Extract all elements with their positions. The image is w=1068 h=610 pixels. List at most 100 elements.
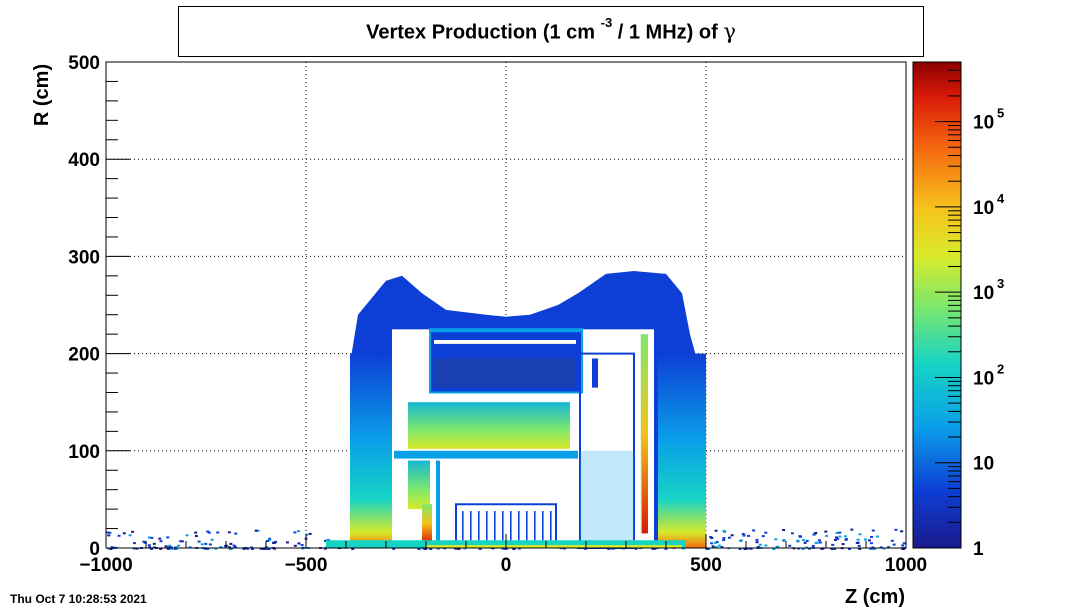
halo-speck <box>764 531 768 534</box>
halo-speck <box>273 547 276 550</box>
halo-speck <box>175 547 179 550</box>
halo-speck <box>214 547 218 550</box>
halo-speck <box>755 541 759 544</box>
halo-speck <box>796 539 800 542</box>
halo-speck <box>868 539 871 542</box>
halo-speck <box>259 547 263 550</box>
halo-speck <box>166 548 170 550</box>
halo-speck <box>234 532 238 535</box>
halo-speck <box>229 542 233 545</box>
halo-speck <box>811 544 815 547</box>
halo-speck <box>512 548 516 550</box>
halo-speck <box>835 536 838 539</box>
halo-speck <box>901 544 905 547</box>
central-inner-rib <box>494 511 496 544</box>
halo-speck <box>174 546 178 549</box>
y-axis: 0 100 200 300 400 500 <box>68 53 130 560</box>
central-inner-rib <box>542 511 544 544</box>
halo-speck <box>873 548 877 550</box>
halo-speck <box>267 548 271 550</box>
halo-speck <box>782 529 786 531</box>
halo-speck <box>720 546 724 548</box>
halo-speck <box>297 530 300 533</box>
x-tick-label: 500 <box>690 555 722 576</box>
chart-title-suffix: / 1 MHz) of <box>617 21 718 44</box>
halo-speck <box>180 540 184 543</box>
halo-speck <box>454 547 458 550</box>
halo-speck <box>210 538 214 541</box>
halo-speck <box>305 533 309 536</box>
halo-speck <box>107 547 111 550</box>
halo-speck <box>219 546 223 548</box>
halo-speck <box>869 547 872 550</box>
halo-speck <box>714 541 717 544</box>
halo-speck <box>857 544 861 547</box>
colorbar-tick-exponent: 4 <box>997 191 1005 206</box>
halo-speck <box>478 548 482 550</box>
halo-speck <box>323 547 327 550</box>
y-tick-label: 200 <box>68 345 100 366</box>
halo-speck <box>774 538 778 541</box>
central-inner-rib <box>478 511 480 544</box>
halo-speck <box>722 530 726 532</box>
central-inner-rib <box>526 511 528 544</box>
halo-speck <box>856 541 860 544</box>
halo-speck <box>834 539 837 541</box>
halo-speck <box>722 539 726 542</box>
halo-speck <box>776 545 780 548</box>
halo-speck <box>722 537 726 540</box>
halo-speck <box>711 545 715 548</box>
halo-speck <box>730 534 734 537</box>
x-axis: −1000 −500 0 500 1000 <box>79 534 927 576</box>
halo-speck <box>429 548 433 550</box>
halo-speck <box>814 541 818 544</box>
halo-speck <box>169 546 173 549</box>
chart-title: Vertex Production (1 cm -3 / 1 MHz) of γ <box>366 15 736 45</box>
halo-speck <box>232 544 236 547</box>
halo-speck <box>194 531 198 534</box>
endcap-left <box>350 353 392 548</box>
chart-title-box: Vertex Production (1 cm -3 / 1 MHz) of γ <box>178 6 924 57</box>
halo-speck <box>262 548 266 550</box>
halo-speck <box>206 530 210 533</box>
halo-speck <box>152 542 156 545</box>
halo-speck <box>741 533 745 535</box>
halo-speck <box>297 542 301 545</box>
halo-speck <box>208 543 212 546</box>
colorbar-tick-label: 1 <box>973 539 984 560</box>
halo-speck <box>229 547 233 550</box>
halo-speck <box>817 539 821 542</box>
halo-speck <box>274 540 278 543</box>
halo-speck <box>818 541 822 544</box>
halo-speck <box>664 547 668 550</box>
halo-speck <box>871 529 875 532</box>
halo-speck <box>764 544 768 547</box>
halo-speck <box>159 547 163 550</box>
halo-speck <box>143 541 147 544</box>
halo-speck <box>457 548 461 550</box>
halo-speck <box>714 529 718 532</box>
colorbar-tick-label: 10 <box>973 454 994 475</box>
halo-speck <box>836 537 840 540</box>
halo-speck <box>717 544 721 547</box>
halo-speck <box>876 535 879 538</box>
central-inner-rib <box>510 511 512 544</box>
halo-speck <box>831 543 835 546</box>
halo-speck <box>225 544 229 547</box>
y-axis-label: R (cm) <box>31 64 53 126</box>
halo-speck <box>300 544 304 546</box>
halo-speck <box>850 528 854 531</box>
central-inner-rib <box>470 511 472 544</box>
halo-speck <box>206 547 210 550</box>
halo-speck <box>324 539 328 542</box>
halo-speck <box>177 544 181 547</box>
halo-speck <box>293 531 297 534</box>
central-inner-rib <box>518 511 520 544</box>
halo-speck <box>772 548 776 550</box>
halo-speck <box>835 532 839 534</box>
halo-speck <box>870 536 874 538</box>
halo-speck <box>268 537 272 540</box>
central-inner-rib <box>550 511 552 544</box>
